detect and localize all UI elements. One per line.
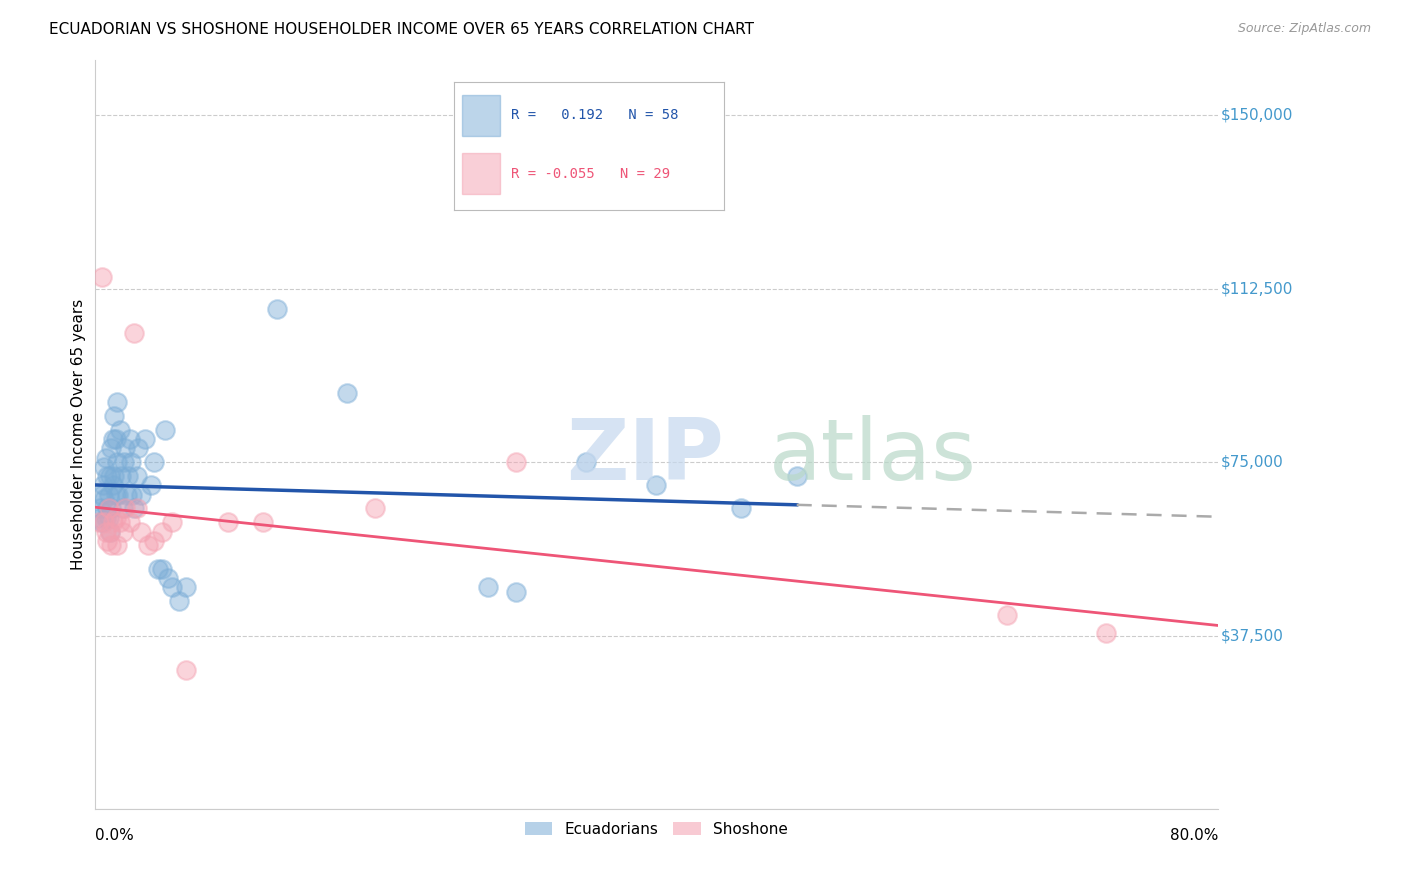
Text: $150,000: $150,000 bbox=[1220, 108, 1292, 122]
Point bbox=[105, 395, 128, 409]
Point bbox=[98, 524, 121, 539]
Text: $75,000: $75,000 bbox=[1220, 455, 1284, 469]
Point bbox=[118, 432, 141, 446]
Point bbox=[117, 469, 139, 483]
Text: Source: ZipAtlas.com: Source: ZipAtlas.com bbox=[1237, 22, 1371, 36]
Point bbox=[87, 510, 110, 524]
Point bbox=[87, 516, 110, 530]
Point bbox=[125, 469, 148, 483]
Point bbox=[125, 501, 148, 516]
Point bbox=[160, 580, 183, 594]
Point bbox=[107, 487, 129, 501]
Point bbox=[174, 664, 197, 678]
Point bbox=[93, 492, 115, 507]
Point bbox=[115, 487, 138, 501]
Point bbox=[786, 469, 808, 483]
Point bbox=[139, 478, 162, 492]
Point bbox=[108, 516, 131, 530]
Point bbox=[100, 538, 122, 552]
Point bbox=[93, 516, 115, 530]
Text: $112,500: $112,500 bbox=[1220, 281, 1292, 296]
Point bbox=[136, 538, 159, 552]
Point bbox=[134, 432, 156, 446]
Point bbox=[730, 501, 752, 516]
Point bbox=[112, 455, 135, 469]
Legend: Ecuadorians, Shoshone: Ecuadorians, Shoshone bbox=[519, 815, 794, 843]
Point bbox=[129, 524, 152, 539]
Point bbox=[93, 459, 115, 474]
Text: ZIP: ZIP bbox=[567, 416, 724, 499]
Point bbox=[90, 270, 112, 285]
Point bbox=[505, 584, 527, 599]
Text: 80.0%: 80.0% bbox=[1170, 828, 1218, 843]
Point bbox=[142, 455, 165, 469]
Point bbox=[97, 501, 120, 516]
Point bbox=[118, 516, 141, 530]
Point bbox=[97, 510, 120, 524]
Point bbox=[174, 580, 197, 594]
Point bbox=[91, 478, 114, 492]
Point bbox=[505, 455, 527, 469]
Point bbox=[114, 442, 136, 456]
Point bbox=[160, 516, 183, 530]
Point bbox=[111, 524, 134, 539]
Point bbox=[122, 326, 145, 340]
Point bbox=[146, 561, 169, 575]
Point bbox=[167, 594, 190, 608]
Point bbox=[364, 501, 387, 516]
Point bbox=[104, 487, 127, 501]
Point bbox=[101, 432, 124, 446]
Point bbox=[110, 469, 132, 483]
Point bbox=[90, 487, 112, 501]
Point bbox=[111, 501, 134, 516]
Point bbox=[94, 524, 117, 539]
Point bbox=[995, 607, 1018, 622]
Point bbox=[100, 501, 122, 516]
Point bbox=[217, 516, 239, 530]
Point bbox=[142, 533, 165, 548]
Point bbox=[98, 524, 121, 539]
Text: atlas: atlas bbox=[769, 416, 977, 499]
Point bbox=[96, 533, 118, 548]
Point bbox=[114, 501, 136, 516]
Y-axis label: Householder Income Over 65 years: Householder Income Over 65 years bbox=[72, 299, 86, 570]
Point bbox=[150, 561, 173, 575]
Point bbox=[122, 501, 145, 516]
Point bbox=[98, 469, 121, 483]
Point bbox=[108, 423, 131, 437]
Point bbox=[156, 571, 179, 585]
Point bbox=[103, 469, 125, 483]
Point bbox=[96, 469, 118, 483]
Point bbox=[252, 516, 274, 530]
Point bbox=[101, 478, 124, 492]
Point bbox=[645, 478, 668, 492]
Point bbox=[100, 442, 122, 456]
Point bbox=[89, 501, 111, 516]
Point bbox=[90, 516, 112, 530]
Point bbox=[101, 516, 124, 530]
Point bbox=[1094, 626, 1116, 640]
Point bbox=[104, 432, 127, 446]
Point bbox=[105, 538, 128, 552]
Point bbox=[105, 455, 128, 469]
Point bbox=[120, 455, 142, 469]
Point bbox=[266, 302, 288, 317]
Text: $37,500: $37,500 bbox=[1220, 628, 1284, 643]
Point bbox=[153, 423, 176, 437]
Point bbox=[97, 487, 120, 501]
Point bbox=[477, 580, 499, 594]
Point bbox=[129, 487, 152, 501]
Point bbox=[94, 450, 117, 465]
Point bbox=[121, 487, 143, 501]
Point bbox=[127, 442, 149, 456]
Point bbox=[104, 510, 127, 524]
Point bbox=[150, 524, 173, 539]
Text: 0.0%: 0.0% bbox=[94, 828, 134, 843]
Point bbox=[336, 385, 359, 400]
Point bbox=[94, 510, 117, 524]
Point bbox=[96, 501, 118, 516]
Text: ECUADORIAN VS SHOSHONE HOUSEHOLDER INCOME OVER 65 YEARS CORRELATION CHART: ECUADORIAN VS SHOSHONE HOUSEHOLDER INCOM… bbox=[49, 22, 754, 37]
Point bbox=[575, 455, 598, 469]
Point bbox=[103, 409, 125, 423]
